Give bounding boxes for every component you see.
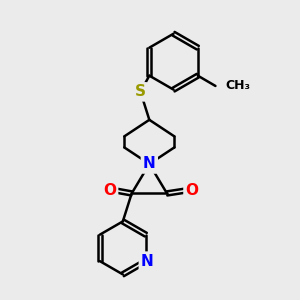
- Text: N: N: [141, 254, 154, 269]
- Text: O: O: [103, 183, 116, 198]
- Text: O: O: [185, 183, 199, 198]
- Text: CH₃: CH₃: [226, 80, 251, 92]
- Text: S: S: [135, 84, 146, 99]
- Text: N: N: [143, 157, 156, 172]
